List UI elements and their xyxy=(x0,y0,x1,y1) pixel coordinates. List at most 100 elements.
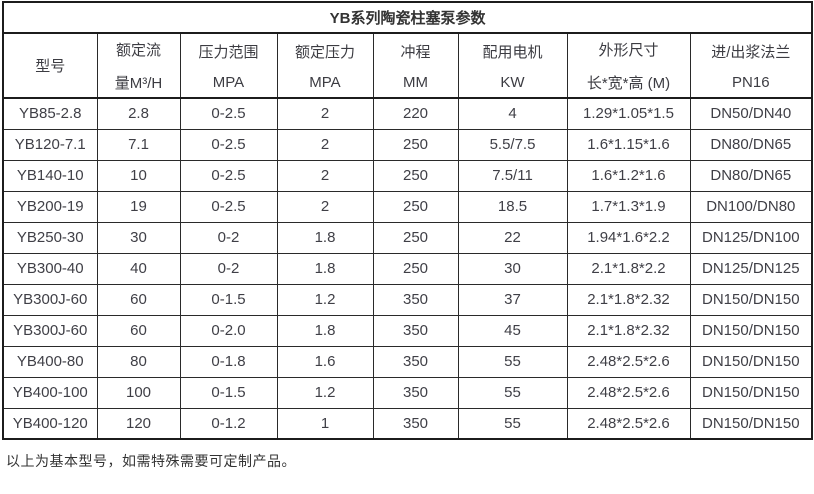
cell-rated-flow: 60 xyxy=(96,314,181,347)
cell-motor-power: 45 xyxy=(457,314,568,347)
column-header-line2: MPA xyxy=(212,73,245,91)
cell-flange: DN150/DN150 xyxy=(689,345,813,378)
cell-rated-pressure: 1.8 xyxy=(276,252,374,285)
cell-rated-pressure: 1.8 xyxy=(276,221,374,254)
cell-stroke: 350 xyxy=(372,314,459,347)
column-header-rated-pressure: 额定压力 MPA xyxy=(276,32,374,99)
column-header-line2: PN16 xyxy=(732,73,770,91)
cell-dimensions: 1.7*1.3*1.9 xyxy=(566,190,691,223)
cell-rated-pressure: 1.8 xyxy=(276,314,374,347)
cell-flange: DN150/DN150 xyxy=(689,283,813,316)
column-header-pressure-range: 压力范围 MPA xyxy=(179,32,278,99)
cell-dimensions: 1.6*1.15*1.6 xyxy=(566,128,691,161)
cell-dimensions: 2.1*1.8*2.2 xyxy=(566,252,691,285)
table-row: YB300J-60 60 0-1.5 1.2 350 37 2.1*1.8*2.32 DN15… xyxy=(2,283,813,316)
cell-pressure-range: 0-1.8 xyxy=(179,345,278,378)
table-row: YB300-40 40 0-2 1.8 250 30 2.1*1.8*2.2 DN125/DN… xyxy=(2,252,813,285)
column-header-line2: KW xyxy=(500,73,525,91)
cell-rated-pressure: 2 xyxy=(276,97,374,130)
cell-model: YB200-19 xyxy=(2,190,98,223)
cell-dimensions: 2.48*2.5*2.6 xyxy=(566,407,691,440)
cell-motor-power: 30 xyxy=(457,252,568,285)
cell-motor-power: 22 xyxy=(457,221,568,254)
cell-motor-power: 55 xyxy=(457,345,568,378)
column-header-line2: MM xyxy=(403,73,428,91)
cell-stroke: 220 xyxy=(372,97,459,130)
cell-flange: DN100/DN80 xyxy=(689,190,813,223)
cell-rated-pressure: 1 xyxy=(276,407,374,440)
column-header-line1: 额定压力 xyxy=(294,43,355,61)
cell-pressure-range: 0-2.5 xyxy=(179,159,278,192)
cell-motor-power: 5.5/7.5 xyxy=(457,128,568,161)
cell-flange: DN150/DN150 xyxy=(689,407,813,440)
table-title: YB系列陶瓷柱塞泵参数 xyxy=(2,1,813,34)
cell-pressure-range: 0-2.5 xyxy=(179,97,278,130)
column-header-line1: 压力范围 xyxy=(198,43,259,61)
cell-motor-power: 55 xyxy=(457,376,568,409)
cell-stroke: 350 xyxy=(372,283,459,316)
cell-model: YB300J-60 xyxy=(2,283,98,316)
table-row: YB400-80 80 0-1.8 1.6 350 55 2.48*2.5*2.6 DN150… xyxy=(2,345,813,378)
cell-rated-flow: 100 xyxy=(96,376,181,409)
cell-flange: DN80/DN65 xyxy=(689,159,813,192)
column-header-model: 型号 xyxy=(2,32,98,99)
cell-stroke: 250 xyxy=(372,190,459,223)
column-header-line2: MPA xyxy=(309,73,341,91)
cell-flange: DN80/DN65 xyxy=(689,128,813,161)
cell-rated-flow: 60 xyxy=(96,283,181,316)
cell-rated-flow: 10 xyxy=(96,159,181,192)
cell-pressure-range: 0-1.2 xyxy=(179,407,278,440)
cell-motor-power: 4 xyxy=(457,97,568,130)
cell-pressure-range: 0-2.5 xyxy=(179,128,278,161)
cell-rated-pressure: 2 xyxy=(276,190,374,223)
cell-rated-flow: 7.1 xyxy=(96,128,181,161)
column-header-line1: 进/出浆法兰 xyxy=(711,43,791,61)
cell-flange: DN125/DN125 xyxy=(689,252,813,285)
cell-pressure-range: 0-2.0 xyxy=(179,314,278,347)
cell-stroke: 350 xyxy=(372,345,459,378)
cell-model: YB120-7.1 xyxy=(2,128,98,161)
cell-flange: DN125/DN100 xyxy=(689,221,813,254)
table-row: YB85-2.8 2.8 0-2.5 2 220 4 1.29*1.05*1.5 DN50/D… xyxy=(2,97,813,130)
column-header-line1: 额定流 xyxy=(115,41,161,59)
table-row: YB400-120 120 0-1.2 1 350 55 2.48*2.5*2.6 DN150… xyxy=(2,407,813,440)
column-header-line2: 长*宽*高 (M) xyxy=(586,74,671,92)
cell-stroke: 350 xyxy=(372,376,459,409)
footer-note: 以上为基本型号，如需特殊需要可定制产品。 xyxy=(6,453,296,469)
table-row: YB250-30 30 0-2 1.8 250 22 1.94*1.6*2.2 DN125/D… xyxy=(2,221,813,254)
cell-rated-pressure: 2 xyxy=(276,128,374,161)
column-header-flange: 进/出浆法兰 PN16 xyxy=(689,32,813,99)
column-header-line1: 冲程 xyxy=(400,43,431,61)
cell-dimensions: 2.48*2.5*2.6 xyxy=(566,345,691,378)
cell-motor-power: 7.5/11 xyxy=(457,159,568,192)
cell-flange: DN150/DN150 xyxy=(689,376,813,409)
cell-pressure-range: 0-2.5 xyxy=(179,190,278,223)
cell-model: YB85-2.8 xyxy=(2,97,98,130)
cell-motor-power: 18.5 xyxy=(457,190,568,223)
cell-model: YB300-40 xyxy=(2,252,98,285)
cell-rated-flow: 40 xyxy=(96,252,181,285)
cell-stroke: 350 xyxy=(372,407,459,440)
table-row: YB120-7.1 7.1 0-2.5 2 250 5.5/7.5 1.6*1.15*1.6… xyxy=(2,128,813,161)
cell-stroke: 250 xyxy=(372,221,459,254)
table-body: YB85-2.8 2.8 0-2.5 2 220 4 1.29*1.05*1.5 DN50/D… xyxy=(2,97,813,440)
cell-dimensions: 1.6*1.2*1.6 xyxy=(566,159,691,192)
cell-model: YB400-120 xyxy=(2,407,98,440)
cell-model: YB250-30 xyxy=(2,221,98,254)
cell-stroke: 250 xyxy=(372,159,459,192)
cell-rated-pressure: 2 xyxy=(276,159,374,192)
cell-stroke: 250 xyxy=(372,128,459,161)
table-row: YB300J-60 60 0-2.0 1.8 350 45 2.1*1.8*2.32 DN15… xyxy=(2,314,813,347)
cell-model: YB300J-60 xyxy=(2,314,98,347)
cell-model: YB400-80 xyxy=(2,345,98,378)
cell-rated-flow: 2.8 xyxy=(96,97,181,130)
cell-pressure-range: 0-1.5 xyxy=(179,283,278,316)
cell-pressure-range: 0-2 xyxy=(179,252,278,285)
cell-flange: DN50/DN40 xyxy=(689,97,813,130)
cell-rated-flow: 30 xyxy=(96,221,181,254)
cell-stroke: 250 xyxy=(372,252,459,285)
column-header-line1: 型号 xyxy=(35,58,66,75)
cell-rated-pressure: 1.2 xyxy=(276,283,374,316)
table-title-row: YB系列陶瓷柱塞泵参数 xyxy=(2,1,813,34)
